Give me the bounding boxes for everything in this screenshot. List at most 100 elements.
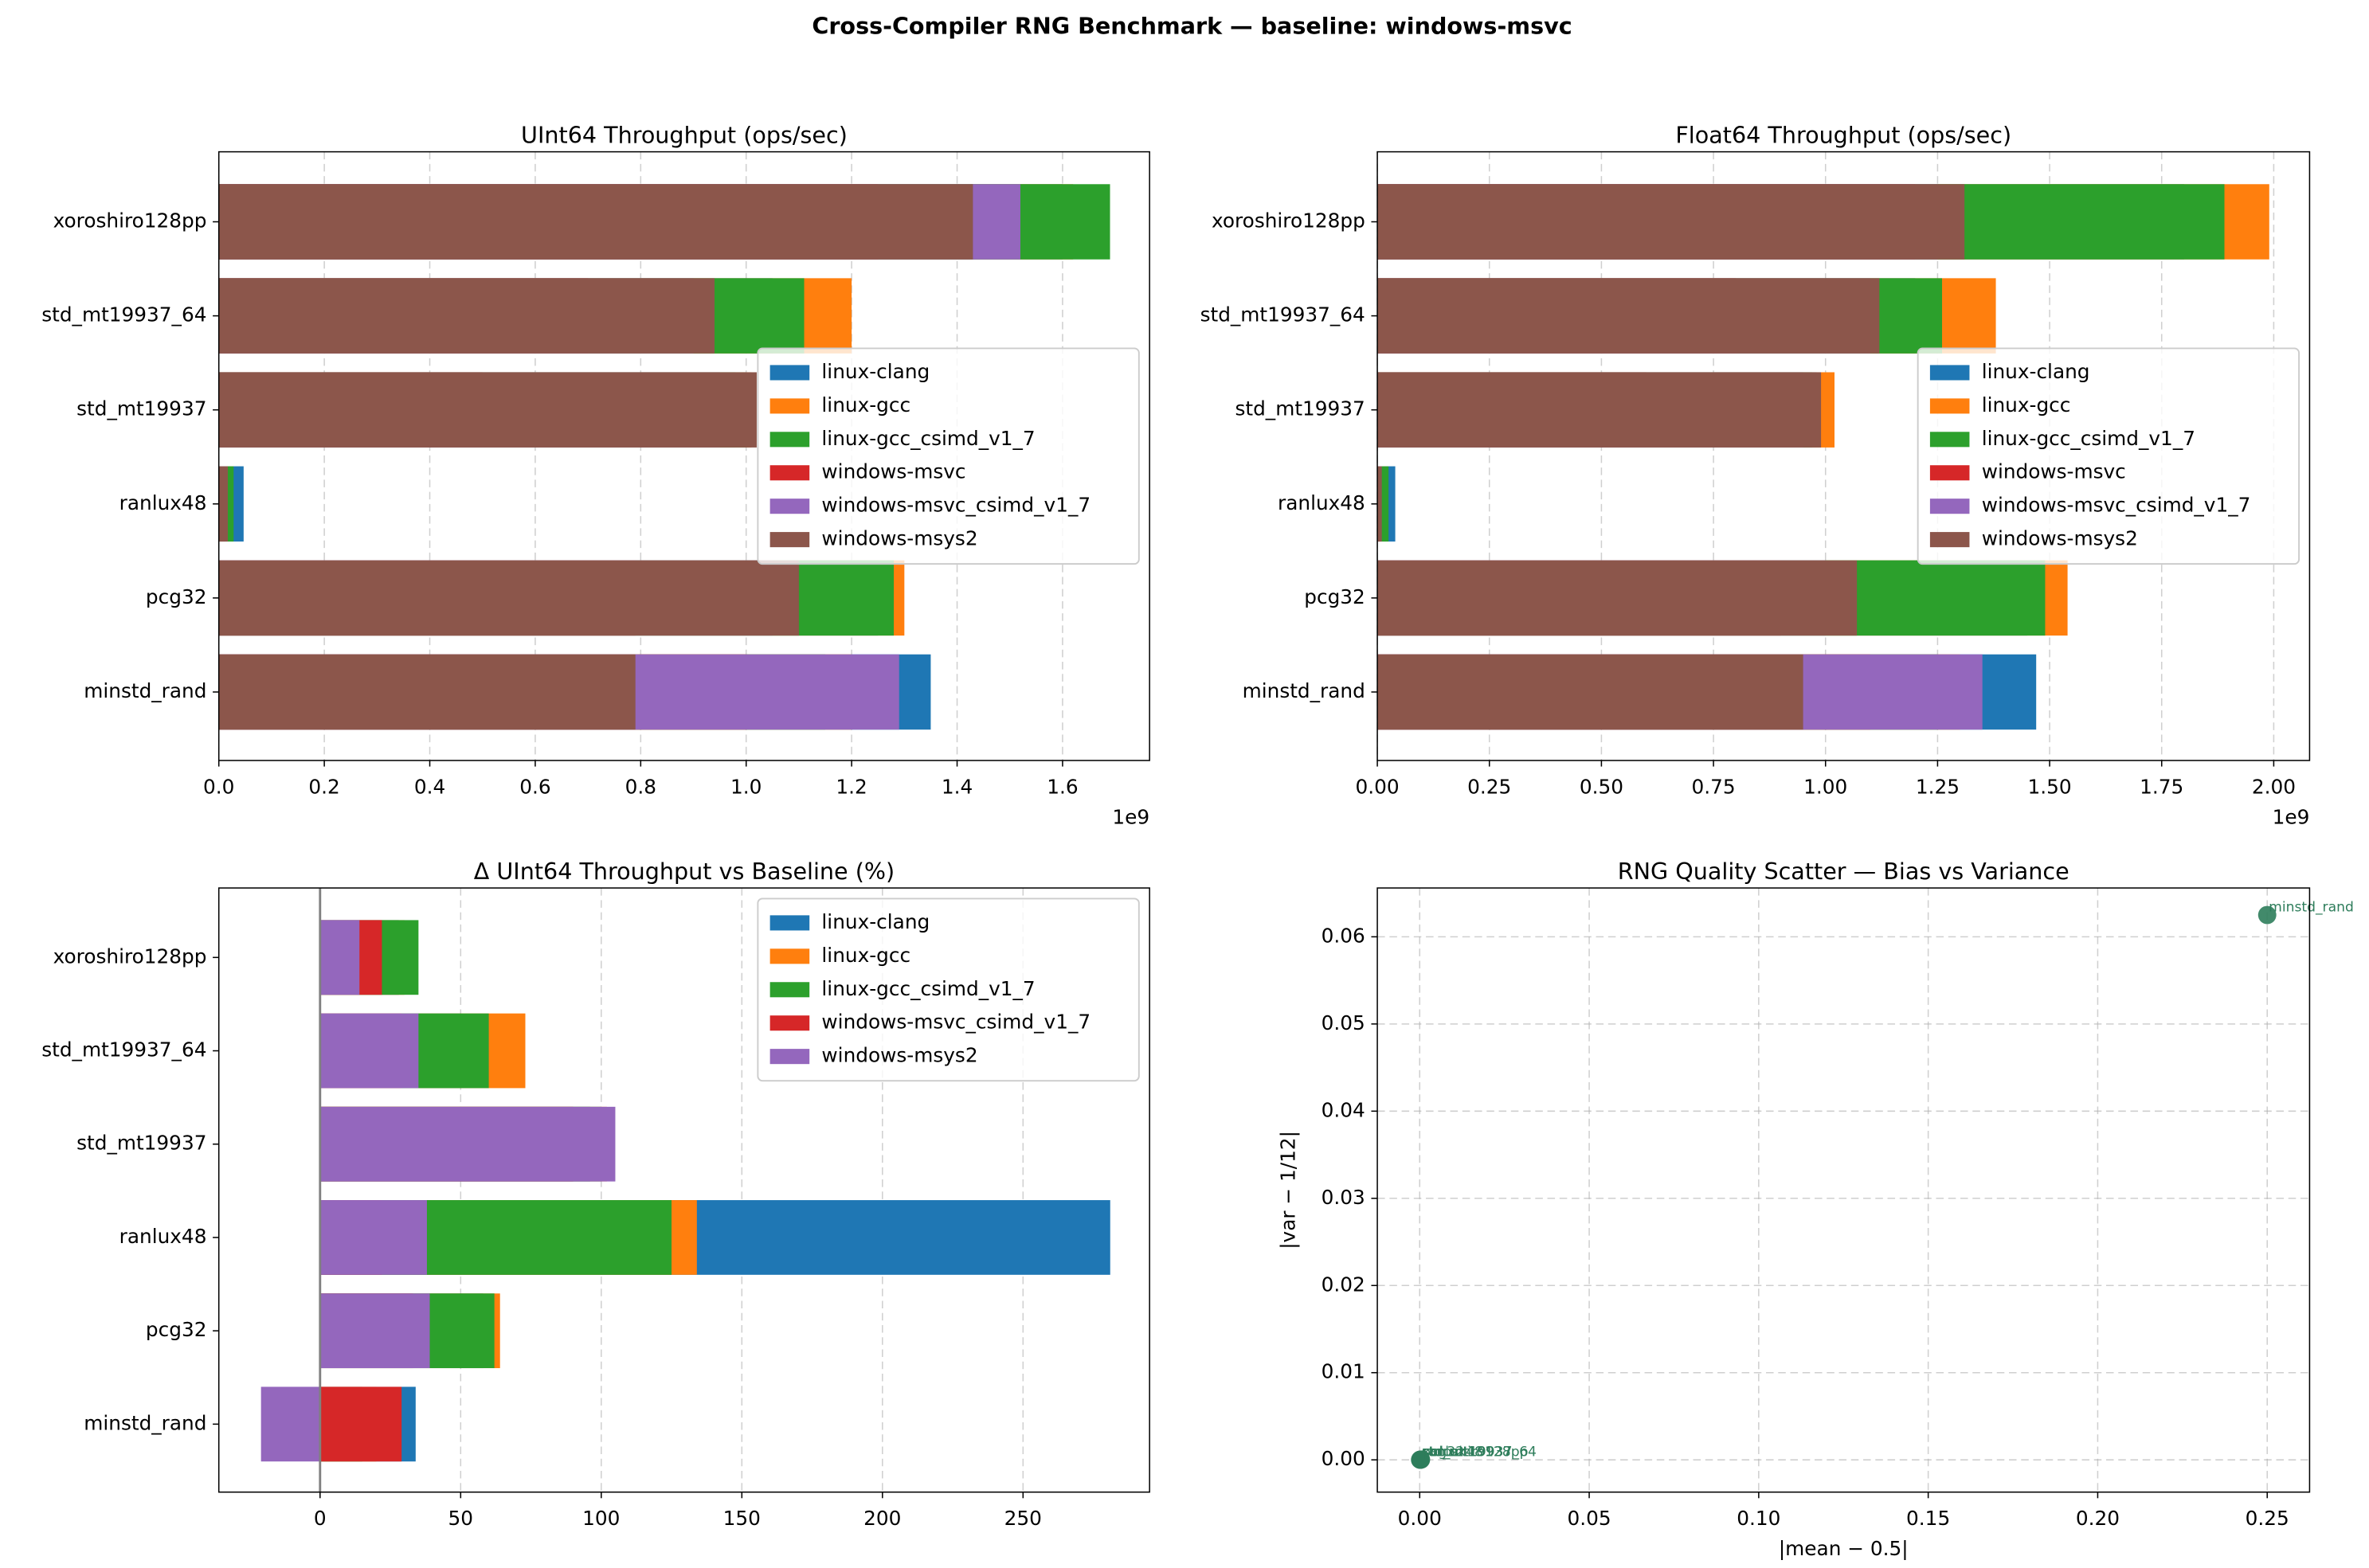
bar <box>1377 654 1803 730</box>
legend-box <box>1917 347 2300 565</box>
bar <box>1377 560 1858 636</box>
bar <box>1377 372 1822 448</box>
legend-swatch <box>769 948 810 964</box>
x-tick-label: 100 <box>582 1507 620 1530</box>
x-tick-label: 1.4 <box>942 775 973 798</box>
axis-offset-label: 1e9 <box>2273 805 2310 828</box>
y-tick-label: 0.04 <box>1322 1098 1365 1121</box>
y-tick-label: minstd_rand <box>84 679 206 702</box>
axes-title: Float64 Throughput (ops/sec) <box>1675 122 2011 149</box>
axes-frame <box>217 151 1150 761</box>
legend-swatch <box>769 1049 810 1065</box>
axes-title: RNG Quality Scatter — Bias vs Variance <box>1618 858 2069 885</box>
legend-label: windows-msys2 <box>1982 527 2138 550</box>
x-tick-label: 0.20 <box>2076 1507 2120 1530</box>
legend-swatch <box>769 532 810 548</box>
y-tick-label: 0.05 <box>1322 1011 1365 1034</box>
y-tick-label: ranlux48 <box>119 1225 207 1248</box>
y-tick-label: ranlux48 <box>119 491 207 514</box>
bar <box>319 1200 427 1275</box>
bar <box>218 184 973 260</box>
x-tick-label: 0.10 <box>1737 1507 1780 1530</box>
bar <box>218 560 799 636</box>
legend-swatch <box>1929 365 1970 381</box>
legend-label: linux-clang <box>821 360 930 383</box>
x-tick-label: 1.6 <box>1047 775 1078 798</box>
figure-title: Cross-Compiler RNG Benchmark — baseline:… <box>812 12 1572 39</box>
x-tick-label: 0.8 <box>625 775 656 798</box>
point-label: std_mt19937 <box>1422 1445 1512 1460</box>
bar <box>218 466 228 542</box>
y-tick-label: xoroshiro128pp <box>53 944 207 968</box>
legend-label: windows-msvc_csimd_v1_7 <box>821 1011 1091 1034</box>
axes-frame <box>1376 887 2311 1493</box>
y-tick-label: pcg32 <box>1304 585 1365 608</box>
x-tick-label: 0.25 <box>2246 1507 2289 1530</box>
point-label: ranlux48 <box>1423 1444 1483 1460</box>
legend-label: linux-gcc <box>821 393 910 416</box>
legend-label: windows-msvc <box>1982 460 2126 483</box>
legend-swatch <box>769 1015 810 1031</box>
point-label: xoroshiro128pp <box>1422 1445 1528 1460</box>
legend-label: linux-gcc <box>821 944 910 967</box>
legend-label: linux-gcc_csimd_v1_7 <box>821 977 1035 1000</box>
y-tick-label: 0.02 <box>1322 1273 1365 1296</box>
axes-title: UInt64 Throughput (ops/sec) <box>521 122 848 149</box>
legend-swatch <box>769 432 810 448</box>
x-tick-label: 150 <box>723 1507 761 1530</box>
legend-label: windows-msys2 <box>821 527 977 550</box>
bar <box>319 1386 402 1462</box>
x-tick-label: 50 <box>448 1507 474 1530</box>
y-tick-label: pcg32 <box>146 1318 207 1341</box>
x-tick-label: 0 <box>314 1507 327 1530</box>
point-label: std_mt19937_64 <box>1422 1444 1536 1460</box>
y-tick-label: 0.01 <box>1322 1360 1365 1383</box>
legend-label: windows-msys2 <box>821 1044 977 1067</box>
legend-swatch <box>1929 432 1970 448</box>
x-tick-label: 0.4 <box>414 775 445 798</box>
legend-swatch <box>769 398 810 414</box>
y-tick-label: std_mt19937 <box>76 397 206 420</box>
axes-frame <box>1376 151 2311 761</box>
bar <box>218 654 636 730</box>
x-tick-label: 1.00 <box>1803 775 1847 798</box>
legend-label: windows-msvc_csimd_v1_7 <box>1982 494 2251 517</box>
x-tick-label: 0.50 <box>1580 775 1623 798</box>
bar <box>319 1106 616 1182</box>
legend-label: windows-msvc <box>821 460 965 483</box>
x-tick-label: 1.0 <box>730 775 762 798</box>
x-tick-label: 0.25 <box>1467 775 1511 798</box>
axes-title: Δ UInt64 Throughput vs Baseline (%) <box>474 858 895 885</box>
point-label: minstd_rand <box>2269 899 2354 915</box>
legend-swatch <box>1929 398 1970 414</box>
legend-label: linux-clang <box>821 910 930 933</box>
legend-box <box>757 897 1140 1082</box>
bar <box>319 1293 430 1369</box>
y-tick-label: xoroshiro128pp <box>1212 209 1365 233</box>
x-tick-label: 0.0 <box>203 775 234 798</box>
legend-label: linux-clang <box>1982 360 2090 383</box>
y-tick-label: std_mt19937_64 <box>41 1038 206 1062</box>
x-tick-label: 0.75 <box>1691 775 1735 798</box>
x-tick-label: 0.00 <box>1398 1507 1442 1530</box>
y-tick-label: minstd_rand <box>1243 679 1365 702</box>
x-axis-label: |mean − 0.5| <box>1779 1537 1909 1560</box>
y-axis-label: |var − 1/12| <box>1277 1131 1300 1249</box>
y-tick-label: 0.03 <box>1322 1186 1365 1209</box>
y-tick-label: pcg32 <box>146 585 207 608</box>
legend-box <box>757 347 1140 565</box>
axis-offset-label: 1e9 <box>1112 805 1149 828</box>
bar <box>1377 184 1965 260</box>
legend-swatch <box>769 499 810 514</box>
y-tick-label: std_mt19937 <box>1235 397 1365 420</box>
bar <box>1377 466 1382 542</box>
bar <box>260 1386 320 1462</box>
x-tick-label: 250 <box>1004 1507 1042 1530</box>
y-tick-label: ranlux48 <box>1278 491 1365 514</box>
y-tick-label: 0.00 <box>1322 1447 1365 1470</box>
legend-label: windows-msvc_csimd_v1_7 <box>821 494 1091 517</box>
x-tick-label: 0.2 <box>308 775 339 798</box>
legend-label: linux-gcc <box>1982 393 2071 416</box>
bar <box>319 1013 419 1089</box>
legend-swatch <box>1929 499 1970 514</box>
